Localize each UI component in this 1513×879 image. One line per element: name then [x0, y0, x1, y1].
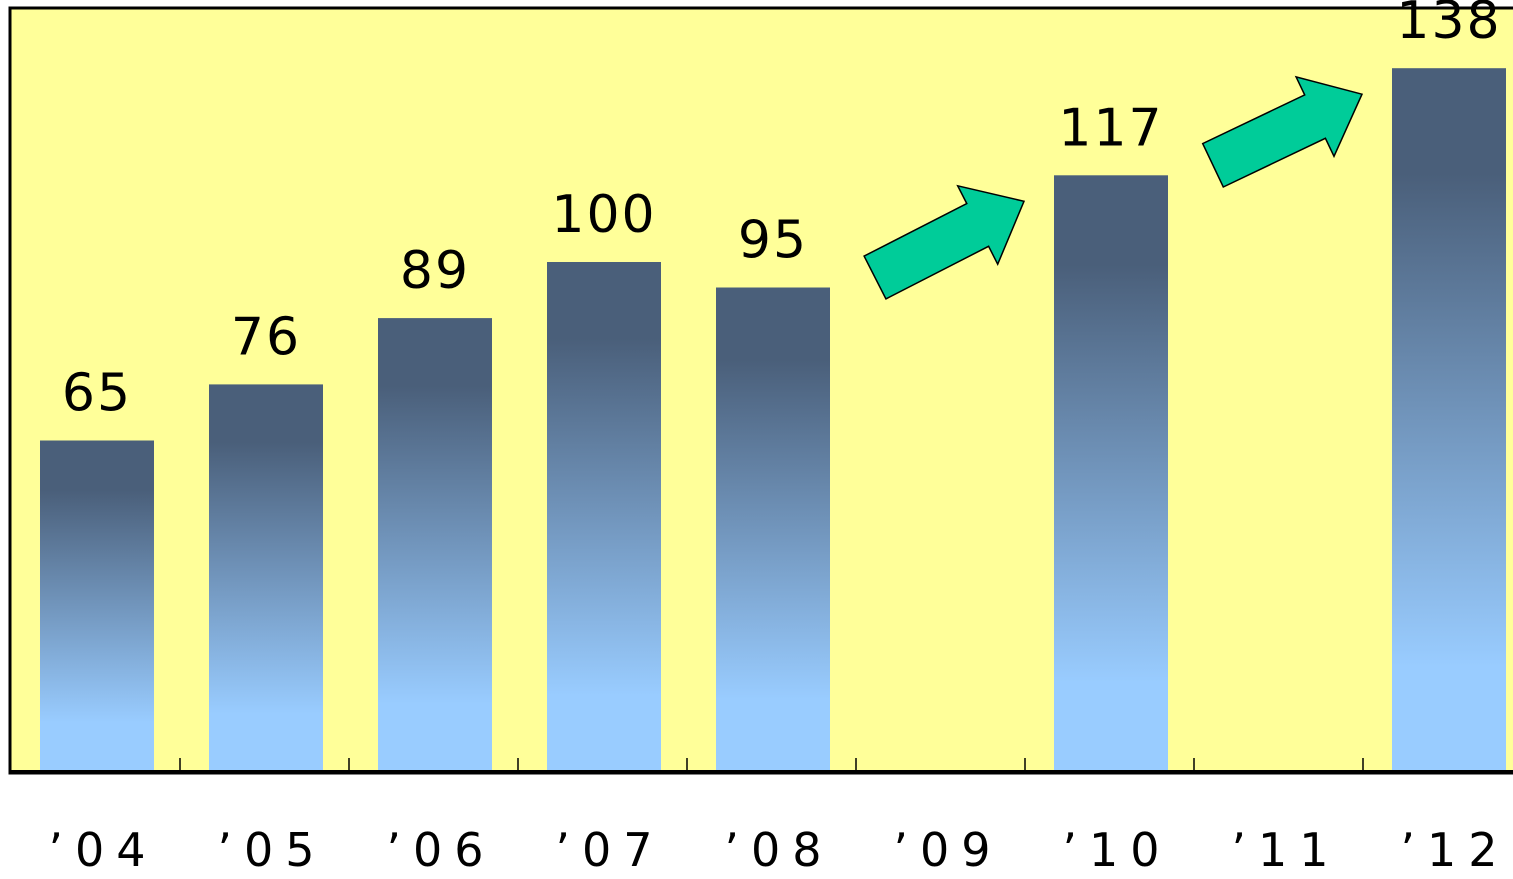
x-tick-label: ’08 [724, 823, 833, 874]
bar [547, 262, 661, 772]
bar [716, 287, 830, 772]
x-tick-label: ’07 [555, 823, 664, 874]
growth-arrow [1201, 75, 1364, 189]
bar [378, 318, 492, 772]
bar [40, 440, 154, 772]
bar [1054, 175, 1168, 773]
x-tick-label: ’12 [1400, 823, 1509, 874]
x-tick-label: ’10 [1062, 823, 1171, 874]
bar [1392, 68, 1506, 772]
x-tick-label: ’09 [893, 823, 1002, 874]
x-tick-label: ’06 [386, 823, 495, 874]
data-label: 89 [400, 241, 470, 301]
bar [209, 384, 323, 772]
x-tick-label: ’11 [1231, 823, 1340, 874]
labels-layer: ’04 65 ’05 76 ’06 89 ’07 100 ’08 95 ’09 ’10 117 ’11 ’1… [48, 0, 1509, 877]
data-label: 65 [62, 364, 132, 424]
ticks-layer [179, 758, 1364, 772]
data-label: 138 [1396, 0, 1501, 51]
x-tick-label: ’04 [48, 823, 157, 874]
data-label: 95 [738, 211, 808, 271]
data-label: 117 [1058, 98, 1163, 158]
bars-layer [40, 68, 1506, 773]
data-label: 100 [551, 185, 656, 245]
growth-arrow [863, 184, 1026, 300]
data-label: 76 [231, 307, 301, 367]
arrows-layer [863, 75, 1364, 300]
x-tick-label: ’05 [217, 823, 326, 874]
